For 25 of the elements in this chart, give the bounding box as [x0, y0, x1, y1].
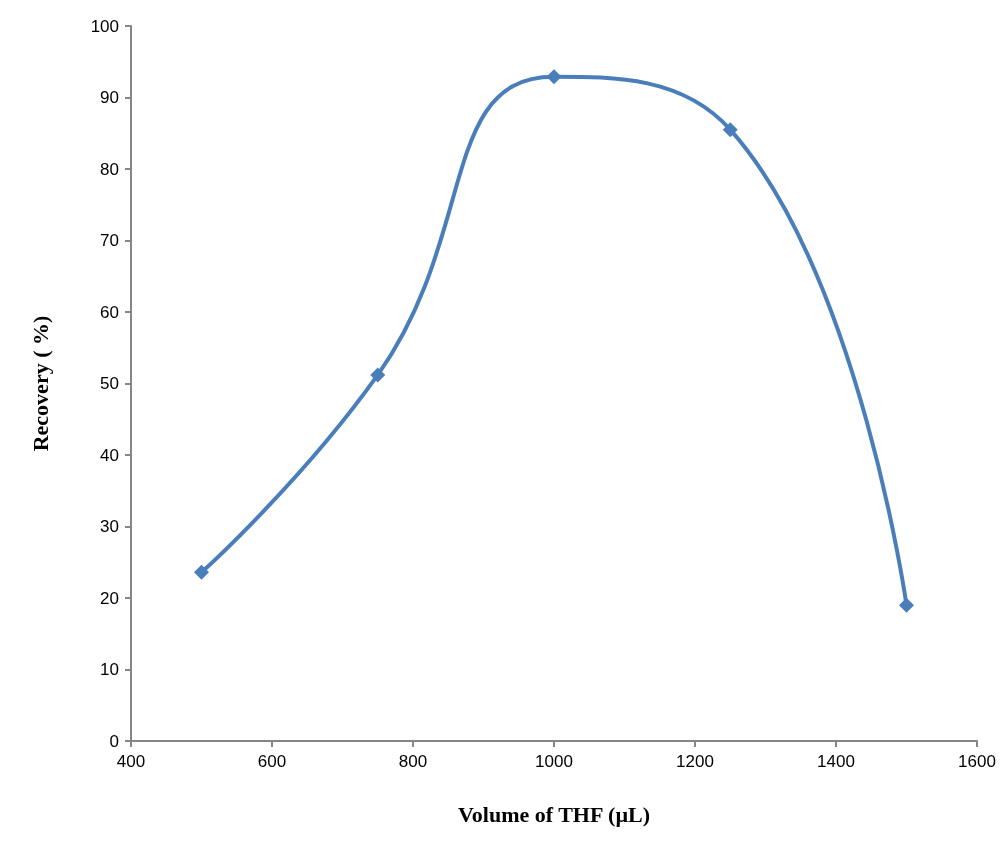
y-tick-label: 60 [100, 302, 119, 322]
y-tick-label: 40 [100, 445, 119, 465]
x-tick-label: 1000 [535, 752, 573, 771]
point [194, 564, 209, 580]
y-tick-label: 80 [100, 159, 119, 179]
y-tick-label: 0 [109, 731, 119, 751]
y-tick-label: 20 [100, 588, 119, 608]
x-tick-label: 800 [398, 752, 428, 771]
x-tick-label: 1600 [958, 752, 996, 771]
point [899, 597, 914, 613]
y-tick-label: 10 [100, 660, 119, 679]
y-axis-title: Recovery ( %) [27, 315, 53, 452]
point [370, 367, 386, 383]
y-tick-label: 70 [100, 231, 119, 250]
y-tick-label: 90 [100, 88, 119, 107]
x-tick-label: 1400 [817, 752, 855, 771]
y-tick-label: 100 [90, 16, 119, 36]
x-axis-title: Volume of THF (µL) [457, 801, 651, 827]
x-tick-label: 1200 [676, 752, 714, 771]
point [722, 122, 738, 138]
x-tick-label: 400 [116, 752, 146, 771]
x-tick-label: 600 [257, 752, 287, 771]
y-tick-label: 50 [100, 374, 119, 393]
point [546, 69, 562, 85]
y-tick-label: 30 [100, 517, 119, 536]
